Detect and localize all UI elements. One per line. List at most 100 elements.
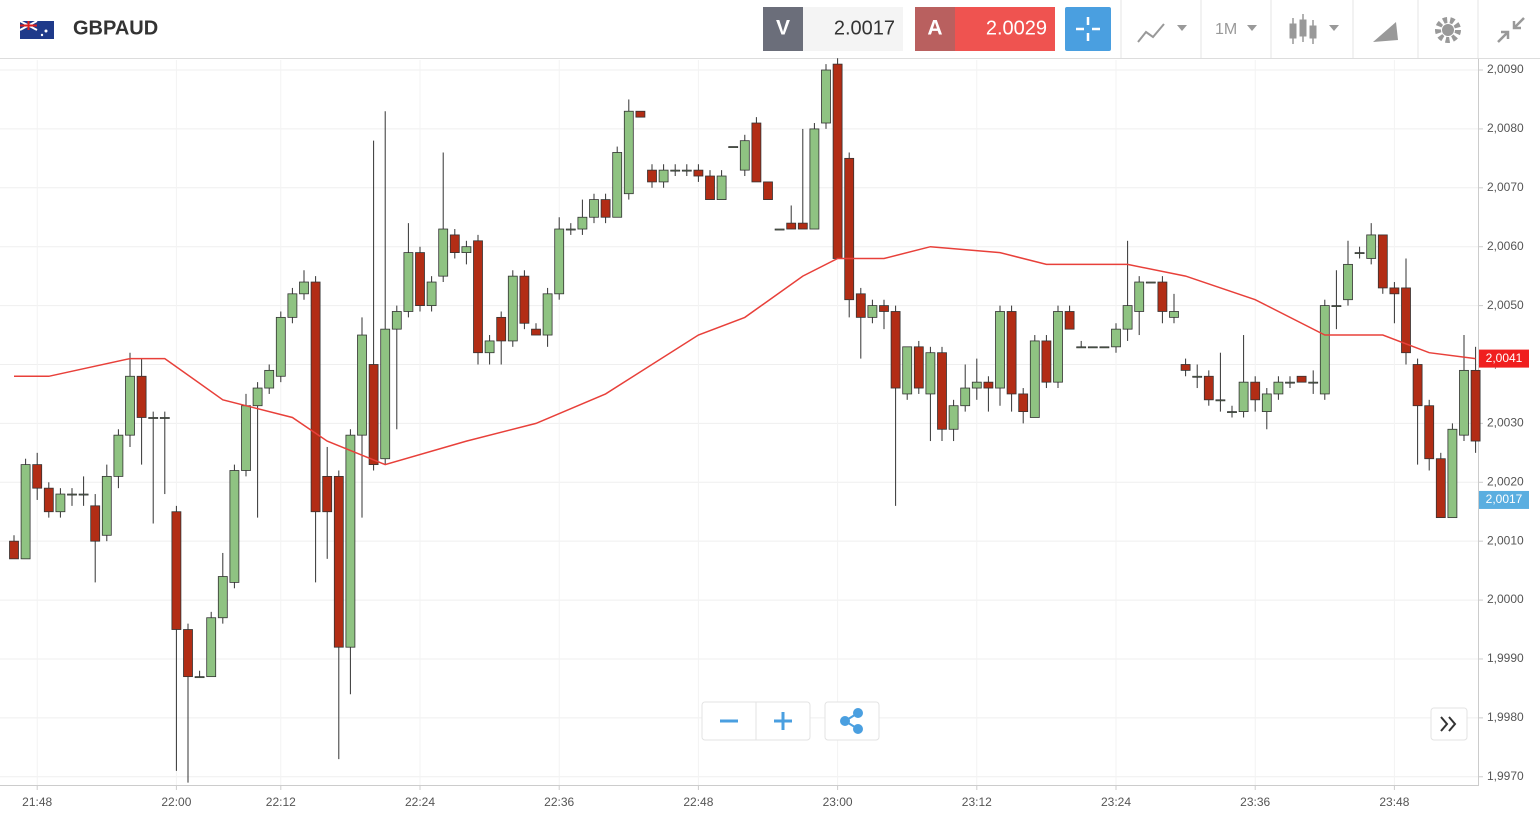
candle-body <box>797 222 808 230</box>
sell-price-box[interactable] <box>803 7 903 51</box>
timeframe[interactable]: 1M <box>1215 21 1237 38</box>
candle-body <box>844 157 855 301</box>
candle-body <box>1157 281 1168 312</box>
x-tick-label: 22:48 <box>683 795 713 809</box>
chart-type-button[interactable] <box>1137 23 1187 43</box>
x-tick-label: 23:12 <box>962 795 992 809</box>
candle-body <box>995 311 1005 389</box>
x-tick-label: 22:12 <box>266 795 296 809</box>
sell-button[interactable] <box>763 7 803 51</box>
candle-body <box>1273 381 1284 395</box>
candle-body <box>1099 346 1110 349</box>
candle-body <box>728 146 739 148</box>
candle-body <box>78 493 89 496</box>
candle-body <box>925 352 936 395</box>
candle-body <box>519 275 530 324</box>
candle-body <box>264 369 275 389</box>
crosshair-button[interactable] <box>1065 7 1111 51</box>
candle-body <box>612 152 623 218</box>
candle-body <box>1354 252 1365 254</box>
candle-body <box>1134 281 1145 312</box>
candle-body <box>90 505 101 542</box>
candle-body <box>217 576 228 619</box>
candle-body <box>960 387 971 407</box>
candle-body <box>1145 281 1156 284</box>
candle-body <box>589 199 599 218</box>
x-tick-label: 21:48 <box>22 795 52 809</box>
candle-body <box>774 228 785 231</box>
candle-style-button[interactable] <box>1289 14 1339 44</box>
share-icon <box>840 708 863 734</box>
candle-body <box>101 475 112 536</box>
candle-body <box>867 305 878 318</box>
y-tick-label: 2,0030 <box>1487 416 1524 430</box>
buy-label: A <box>927 17 942 40</box>
candle-body <box>43 487 54 513</box>
scroll-end-button[interactable] <box>1430 707 1468 741</box>
candle-body <box>832 63 843 259</box>
candle-body <box>206 617 217 678</box>
candle-body <box>287 293 298 318</box>
candle-body <box>1331 305 1342 307</box>
candle-body <box>1250 381 1261 401</box>
candle-body <box>1343 263 1353 301</box>
candle-body <box>1435 458 1446 519</box>
candle-body <box>1215 399 1226 402</box>
candle-body <box>32 464 43 489</box>
x-tick-label: 22:00 <box>161 795 191 809</box>
buy-price-box[interactable] <box>955 7 1055 51</box>
candle-body <box>948 405 959 430</box>
candle-body <box>1169 311 1179 318</box>
candle-body <box>681 169 692 172</box>
price-tag-label: 2,0017 <box>1486 492 1523 506</box>
collapse-button[interactable] <box>1497 17 1525 43</box>
y-tick-label: 2,0050 <box>1487 298 1524 312</box>
candle-body <box>241 405 251 471</box>
y-tick-label: 1,9970 <box>1487 769 1524 783</box>
plot: 1,9970 1,9980 1,9990 2,0000 2,0010 2,0020 2,00… <box>0 58 1524 809</box>
moving-average <box>14 245 1476 466</box>
candle-body <box>1424 405 1435 460</box>
candle-body <box>786 222 797 230</box>
candle-body <box>1064 311 1075 330</box>
candle-body <box>1285 381 1295 384</box>
x-tick-label: 23:00 <box>823 795 853 809</box>
x-tick-label: 22:24 <box>405 795 435 809</box>
candle-body <box>1076 346 1087 349</box>
buy-button[interactable] <box>915 7 955 51</box>
candle-body <box>322 475 333 513</box>
candle-body <box>1041 340 1052 383</box>
candle-body <box>148 417 159 419</box>
candle-body <box>890 311 901 389</box>
y-tick-label: 1,9990 <box>1487 651 1524 665</box>
candle-body <box>507 275 518 342</box>
candle-body <box>299 281 309 295</box>
candle-body <box>357 334 367 436</box>
price-tag <box>1479 490 1529 509</box>
candle-body <box>449 234 460 253</box>
candle-body <box>1412 364 1423 407</box>
settings-icon <box>1442 24 1454 36</box>
candle-body <box>67 493 77 496</box>
candle-body <box>1111 328 1121 348</box>
zoom-in-button[interactable] <box>774 712 792 730</box>
candle-body <box>275 316 286 377</box>
candle-body <box>635 110 646 118</box>
draw-tool-button[interactable] <box>1373 22 1398 42</box>
y-tick-label: 2,0020 <box>1487 474 1524 488</box>
candle-body <box>1296 375 1307 383</box>
candle-body <box>623 110 634 195</box>
candle-body <box>902 346 913 395</box>
x-tick-label: 23:24 <box>1101 795 1131 809</box>
candle-body <box>1029 340 1040 418</box>
candle-body <box>1401 287 1411 354</box>
candle-body <box>1053 311 1063 383</box>
buy-price: 2.0029 <box>986 17 1047 39</box>
price-tag-label: 2,0041 <box>1486 351 1523 365</box>
share-button[interactable] <box>824 701 880 741</box>
candle-body <box>20 464 31 560</box>
candle-body <box>531 328 541 336</box>
candle-body <box>1377 234 1388 289</box>
candle-body <box>368 364 379 466</box>
settings-button[interactable] <box>1435 17 1461 43</box>
